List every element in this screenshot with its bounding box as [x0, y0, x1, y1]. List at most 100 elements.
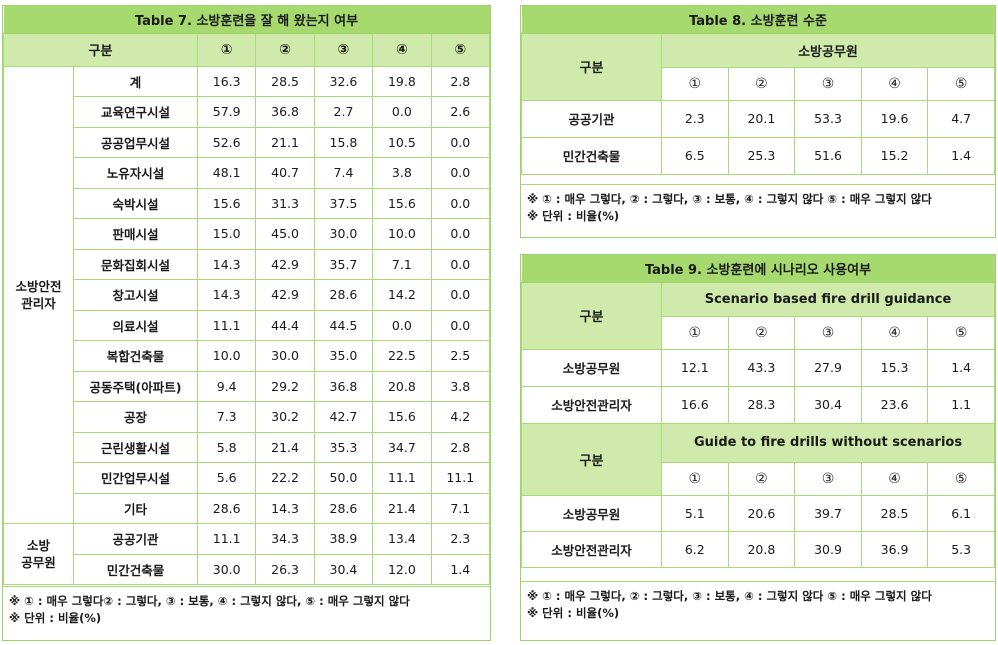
table7-cell: 34.3	[255, 523, 315, 555]
table8-cell: 53.3	[794, 99, 862, 138]
table7-col-3: ③	[313, 32, 374, 67]
table7-cell: 38.9	[313, 523, 374, 555]
table9-s1-header: Scenario based fire drill guidance	[661, 281, 995, 317]
table9-s2-cell: 39.7	[794, 494, 862, 532]
table7-row: 공공업무시설 52.6 21.1 15.8 10.5 0.0	[4, 126, 491, 158]
table7-cell: 13.4	[372, 523, 432, 555]
table7-cell: 29.2	[255, 370, 315, 402]
table7-cell: 21.1	[255, 126, 315, 158]
table8-row: 민간건축물 6.5 25.3 51.6 15.2 1.4	[521, 136, 995, 175]
table8-cell: 6.5	[661, 136, 729, 175]
table7-cell: 2.8	[430, 65, 491, 97]
table8: Table 8. 소방훈련 수준 구분 소방공무원 ① ② ③ ④ ⑤ 공공기관…	[521, 6, 995, 175]
table7-row-label: 민간업무시설	[73, 462, 198, 494]
table7-header-label: 구분	[3, 32, 198, 67]
table9-s2-cell: 28.5	[860, 494, 929, 532]
table7-cell: 30.0	[255, 340, 315, 372]
table7-row: 복합건축물 10.0 30.0 35.0 22.5 2.5	[4, 340, 491, 372]
table9-s2-col-2: ②	[727, 461, 796, 496]
table9-panel: Table 9. 소방훈련에 시나리오 사용여부 구분 Scenario bas…	[520, 254, 996, 641]
table7-cell: 22.5	[372, 340, 432, 372]
table9-s1-cell: 1.1	[927, 385, 995, 424]
table7-title: Table 7. 소방훈련을 잘 해 왔는지 여부	[3, 6, 490, 34]
table7-cell: 45.0	[255, 218, 315, 250]
table7-cell: 0.0	[430, 279, 491, 311]
table7-cell: 15.6	[372, 187, 432, 219]
table9-section2-body: 소방공무원 5.1 20.6 39.7 28.5 6.1 소방안전관리자 6.2 20.8 30.…	[521, 494, 995, 568]
table7-cell: 19.8	[372, 65, 432, 97]
table9-s1-row-label: 소방공무원	[521, 348, 662, 387]
table9-s1-row: 소방공무원 12.1 43.3 27.9 15.3 1.4	[521, 348, 995, 387]
table7-cell: 11.1	[430, 462, 491, 494]
table9-s1-cell: 30.4	[794, 385, 862, 424]
table9-s2-cell: 20.8	[727, 530, 796, 568]
table8-col-4: ④	[860, 66, 929, 101]
table7-row-label: 공공업무시설	[73, 126, 198, 158]
table7-cell: 30.0	[196, 553, 257, 585]
table9-s2-row: 소방공무원 5.1 20.6 39.7 28.5 6.1	[521, 494, 995, 532]
table8-row-label: 공공기관	[521, 99, 662, 138]
table7-cell: 5.6	[196, 462, 257, 494]
table7-cell: 0.0	[430, 218, 491, 250]
table9-s1-cell: 28.3	[727, 385, 796, 424]
table7-row: 근린생활시설 5.8 21.4 35.3 34.7 2.8	[4, 431, 491, 463]
table9-s1-cell: 16.6	[661, 385, 729, 424]
table7-cell: 0.0	[430, 248, 491, 280]
table7-cell: 3.8	[372, 157, 432, 189]
table7-cell: 7.1	[430, 492, 491, 524]
table9-s1-cell: 27.9	[794, 348, 862, 387]
table9-s2-col-3: ③	[794, 461, 862, 496]
table9-s1-cell: 12.1	[661, 348, 729, 387]
table7-cell: 21.4	[372, 492, 432, 524]
table7-cell: 30.0	[313, 218, 374, 250]
table7-cell: 37.5	[313, 187, 374, 219]
table7-cell: 11.1	[196, 523, 257, 555]
table7-row: 민간건축물 30.0 26.3 30.4 12.0 1.4	[4, 553, 491, 585]
table9-note-legend: ※ ① : 매우 그렇다, ② : 그렇다, ③ : 보통, ④ : 그렇지 않…	[527, 589, 932, 603]
table7-row: 공장 7.3 30.2 42.7 15.6 4.2	[4, 401, 491, 433]
table7-cell: 11.1	[372, 462, 432, 494]
table7-row-label: 공동주택(아파트)	[73, 370, 198, 402]
table7-cell: 0.0	[430, 157, 491, 189]
table7-cell: 4.2	[430, 401, 491, 433]
table9-s2-cell: 20.6	[727, 494, 796, 532]
table7-row-label: 숙박시설	[73, 187, 198, 219]
table9-s1-row-label: 소방안전관리자	[521, 385, 662, 424]
table8-row: 공공기관 2.3 20.1 53.3 19.6 4.7	[521, 99, 995, 138]
table8-col-1: ①	[661, 66, 729, 101]
table8-col-3: ③	[794, 66, 862, 101]
table7-col-5: ⑤	[430, 32, 491, 67]
table7-row-label: 민간건축물	[73, 553, 198, 585]
table9-s1-col-4: ④	[860, 315, 929, 350]
table7-cell: 7.4	[313, 157, 374, 189]
table7-cell: 42.9	[255, 279, 315, 311]
table9-s2-row: 소방안전관리자 6.2 20.8 30.9 36.9 5.3	[521, 530, 995, 568]
table7-cell: 14.2	[372, 279, 432, 311]
table7-cell: 32.6	[313, 65, 374, 97]
table8-cell: 1.4	[927, 136, 995, 175]
table7-cell: 10.0	[196, 340, 257, 372]
table7-cell: 35.0	[313, 340, 374, 372]
table7-cell: 22.2	[255, 462, 315, 494]
table7-cell: 44.5	[313, 309, 374, 341]
table7-col-1: ①	[196, 32, 257, 67]
table9-s1-cell: 15.3	[860, 348, 929, 387]
table9-s2-row-label: 소방안전관리자	[521, 530, 662, 568]
table8-note: ※ ① : 매우 그렇다, ② : 그렇다, ③ : 보통, ④ : 그렇지 않…	[521, 184, 995, 231]
table7-row-label: 공장	[73, 401, 198, 433]
table7-cell: 5.8	[196, 431, 257, 463]
table7-body: 소방안전 관리자 계 16.3 28.5 32.6 19.8 2.8 교육연구시설 57.9 36…	[3, 65, 491, 585]
table7-row: 창고시설 14.3 42.9 28.6 14.2 0.0	[4, 279, 491, 311]
table7-col-2: ②	[255, 32, 315, 67]
table7-row: 숙박시설 15.6 31.3 37.5 15.6 0.0	[4, 187, 491, 219]
table7-cell: 3.8	[430, 370, 491, 402]
table9-title: Table 9. 소방훈련에 시나리오 사용여부	[521, 255, 995, 283]
table7-row-label: 노유자시설	[73, 157, 198, 189]
table7-cell: 14.3	[255, 492, 315, 524]
table7-row-label: 판매시설	[73, 218, 198, 250]
table7-cell: 16.3	[196, 65, 257, 97]
table7-row-label: 계	[73, 65, 198, 97]
table9-s2-cell: 36.9	[860, 530, 929, 568]
table8-cell: 51.6	[794, 136, 862, 175]
table8-cell: 25.3	[727, 136, 796, 175]
